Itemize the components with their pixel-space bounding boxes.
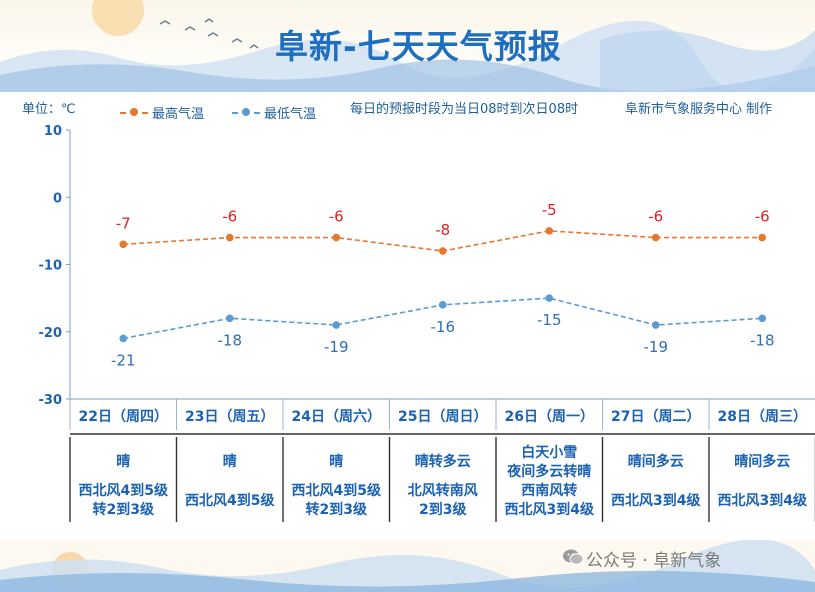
high-temp-label: -6 xyxy=(222,208,237,226)
day-label: 22日（周四） xyxy=(78,409,168,425)
high-temp-label: -6 xyxy=(648,208,663,226)
y-tick-label: -30 xyxy=(39,393,63,408)
y-tick-label: -20 xyxy=(39,326,63,341)
low-temp-label: -19 xyxy=(324,338,349,356)
day-label: 28日（周三） xyxy=(717,409,807,425)
low-temp-label: -19 xyxy=(644,338,669,356)
wechat-icon xyxy=(563,549,583,565)
weather-condition: 晴间多云 xyxy=(603,453,710,472)
weather-line: 晴转多云 xyxy=(414,454,471,470)
weather-condition: 白天小雪夜间多云转晴 xyxy=(496,444,603,482)
high-temp-label: -5 xyxy=(542,201,557,219)
page-title: 阜新-七天天气预报 xyxy=(275,27,562,66)
wind-line: 西北风4到5级 xyxy=(291,483,381,499)
wind-line: 西北风4到5级 xyxy=(78,483,168,499)
legend-high-marker xyxy=(130,108,138,116)
low-temp-point xyxy=(758,314,767,323)
weather-condition: 晴 xyxy=(70,453,177,472)
wind-line: 2到3级 xyxy=(419,502,467,518)
wind-forecast: 西北风4到5级 转2到3级 xyxy=(70,482,177,520)
high-temp-point xyxy=(332,233,341,242)
wind-forecast: 西北风3到4级 xyxy=(709,492,815,511)
low-temp-label: -18 xyxy=(750,331,775,349)
weather-condition: 晴 xyxy=(283,453,390,472)
bottom-landscape-banner xyxy=(0,540,815,592)
legend-low-marker xyxy=(242,108,250,116)
wind-line: 转2到3级 xyxy=(305,502,367,518)
low-temp-point xyxy=(438,301,447,309)
weather-condition: 晴转多云 xyxy=(390,453,497,472)
high-temp-label: -7 xyxy=(116,214,131,232)
high-temp-point xyxy=(225,233,234,242)
wind-line: 转2到3级 xyxy=(92,502,154,518)
low-temp-point xyxy=(225,314,234,323)
weather-line: 晴 xyxy=(222,454,237,470)
weather-line: 白天小雪 xyxy=(521,445,578,461)
weather-condition: 晴间多云 xyxy=(709,453,815,472)
day-label: 24日（周六） xyxy=(291,409,381,425)
legend-low-label: 最低气温 xyxy=(264,107,317,122)
high-temp-label: -6 xyxy=(329,208,344,226)
high-temp-point xyxy=(119,240,128,249)
y-tick-label: 10 xyxy=(44,124,62,139)
legend-high-label: 最高气温 xyxy=(152,107,205,122)
high-temp-point xyxy=(438,247,447,255)
wind-line: 西北风4到5级 xyxy=(185,493,275,509)
weather-line: 晴间多云 xyxy=(627,454,684,470)
low-temp-point xyxy=(332,321,341,329)
low-temp-label: -15 xyxy=(537,311,562,329)
weather-condition: 晴 xyxy=(177,453,284,472)
low-temp-label: -18 xyxy=(218,331,243,349)
day-label: 26日（周一） xyxy=(504,409,594,425)
high-temp-label: -6 xyxy=(755,208,770,226)
high-temp-label: -8 xyxy=(435,221,450,239)
weather-line: 夜间多云转晴 xyxy=(507,464,592,480)
wind-forecast: 西南风转西北风3到4级 xyxy=(496,482,603,520)
day-label: 23日（周五） xyxy=(185,409,275,425)
wind-forecast: 西北风4到5级 xyxy=(177,492,284,511)
wind-forecast: 西北风4到5级 转2到3级 xyxy=(283,482,390,520)
high-temp-point xyxy=(758,233,767,242)
high-temp-point xyxy=(651,233,660,242)
forecast-period-note: 每日的预报时段为当日08时到次日08时 xyxy=(350,102,579,117)
day-label: 27日（周二） xyxy=(611,409,701,425)
day-label: 25日（周日） xyxy=(398,409,488,425)
weather-line: 晴间多云 xyxy=(734,454,791,470)
weather-line: 晴 xyxy=(116,454,131,470)
wind-line: 西南风转 xyxy=(521,483,578,499)
low-temp-point xyxy=(651,321,660,329)
low-temp-point xyxy=(545,294,554,302)
y-tick-label: -10 xyxy=(39,259,63,274)
wind-line: 西北风3到4级 xyxy=(504,502,594,518)
top-landscape-banner xyxy=(0,0,815,92)
y-tick-label: 0 xyxy=(53,191,62,206)
low-temp-point xyxy=(119,334,128,343)
watermark-text: 公众号 · 阜新气象 xyxy=(586,551,722,571)
wind-line: 西北风3到4级 xyxy=(611,493,701,509)
low-temp-label: -21 xyxy=(111,351,136,369)
unit-label: 单位：℃ xyxy=(22,102,76,117)
low-temp-label: -16 xyxy=(431,318,456,336)
producer-credit: 阜新市气象服务中心 制作 xyxy=(625,102,773,117)
wind-line: 北风转南风 xyxy=(407,483,478,499)
wind-line: 西北风3到4级 xyxy=(717,493,807,509)
weather-line: 晴 xyxy=(329,454,344,470)
wind-forecast: 西北风3到4级 xyxy=(603,492,710,511)
wind-forecast: 北风转南风 2到3级 xyxy=(390,482,497,520)
high-temp-point xyxy=(545,227,554,235)
